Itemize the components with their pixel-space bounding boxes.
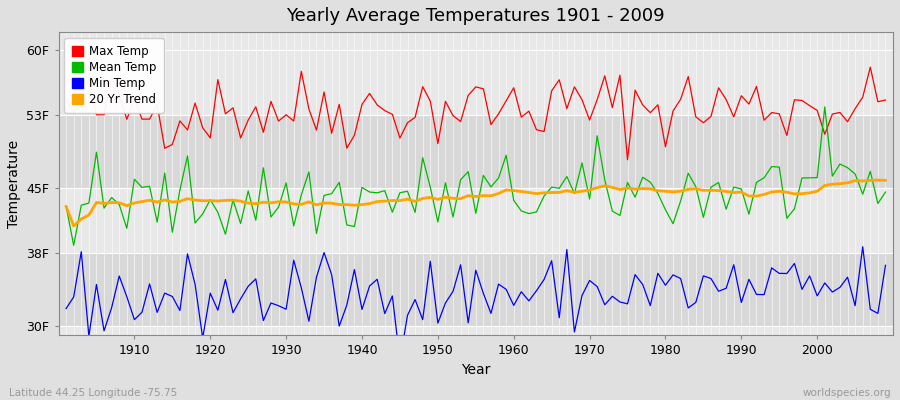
Bar [58,188,893,253]
Bar [58,253,893,326]
Title: Yearly Average Temperatures 1901 - 2009: Yearly Average Temperatures 1901 - 2009 [286,7,665,25]
X-axis label: Year: Year [461,363,491,377]
Bar [58,50,893,115]
Text: worldspecies.org: worldspecies.org [803,388,891,398]
Legend: Max Temp, Mean Temp, Min Temp, 20 Yr Trend: Max Temp, Mean Temp, Min Temp, 20 Yr Tre… [65,38,164,113]
Y-axis label: Temperature: Temperature [7,140,21,228]
Text: Latitude 44.25 Longitude -75.75: Latitude 44.25 Longitude -75.75 [9,388,177,398]
Bar [58,115,893,188]
